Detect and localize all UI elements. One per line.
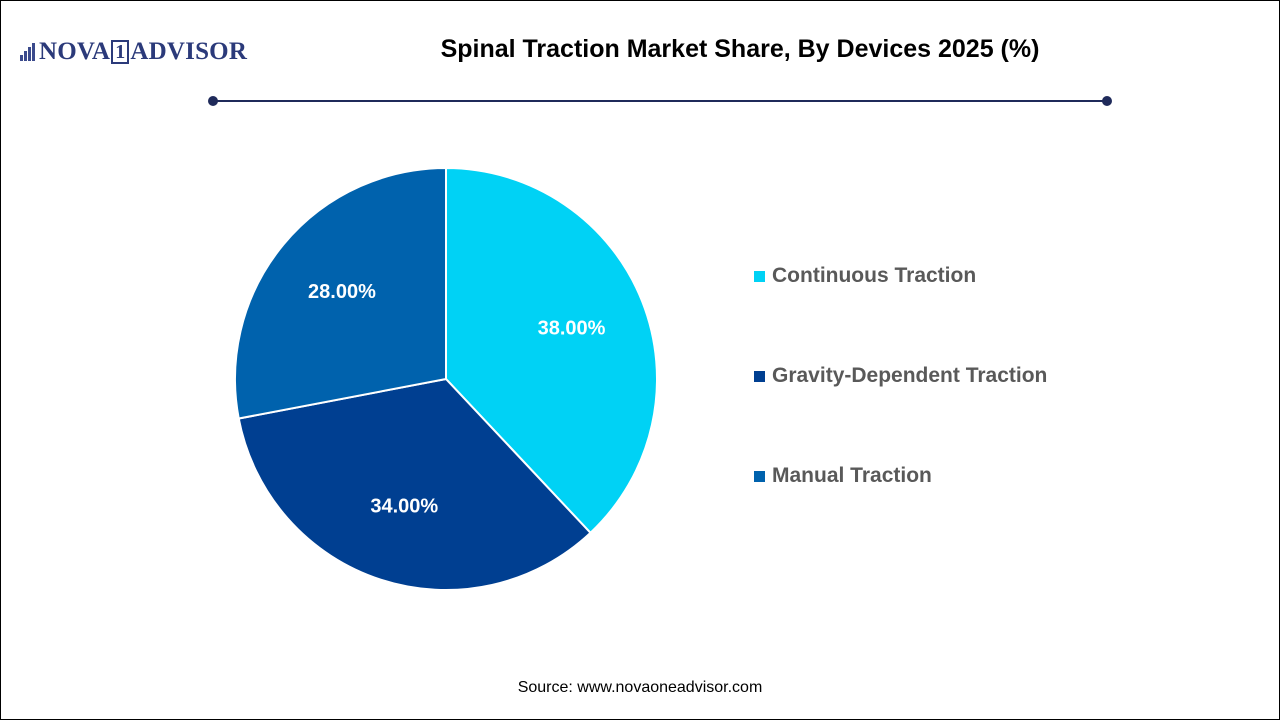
legend-item-1: Continuous Traction <box>754 262 1047 290</box>
slice-data-label-3: 28.00% <box>308 281 376 303</box>
source-note: Source: www.novaoneadvisor.com <box>517 679 763 696</box>
legend-item-2: Gravity-Dependent Traction <box>754 362 1047 390</box>
logo-text-nova: NOVA <box>39 38 111 65</box>
legend-item-3: Manual Traction <box>754 462 1047 490</box>
legend-swatch-1 <box>754 270 765 282</box>
logo-text-one: 1 <box>111 40 130 64</box>
pie-slice-3 <box>234 166 447 420</box>
title-divider <box>213 100 1107 102</box>
pie-slice-2 <box>237 377 592 591</box>
legend-label-2: Gravity-Dependent Traction <box>772 364 1048 387</box>
pie-slice-1 <box>445 166 658 535</box>
slice-data-label-2: 34.00% <box>370 496 438 518</box>
slice-data-label-1: 38.00% <box>538 318 606 340</box>
divider-left-dot <box>208 96 218 106</box>
chart-legend: Continuous Traction Gravity-Dependent Tra… <box>754 262 1047 562</box>
logo-text-advisor: ADVISOR <box>130 38 248 65</box>
legend-label-3: Manual Traction <box>772 464 932 487</box>
divider-right-dot <box>1102 96 1112 106</box>
chart-title: Spinal Traction Market Share, By Devices… <box>440 35 1040 63</box>
legend-swatch-3 <box>754 470 765 482</box>
legend-label-1: Continuous Traction <box>772 264 977 287</box>
logo-bars-icon <box>20 43 36 61</box>
legend-swatch-2 <box>754 370 765 382</box>
nova-one-advisor-logo: NOVA 1 ADVISOR <box>20 36 247 68</box>
logo-text: NOVA 1 ADVISOR <box>39 38 247 66</box>
